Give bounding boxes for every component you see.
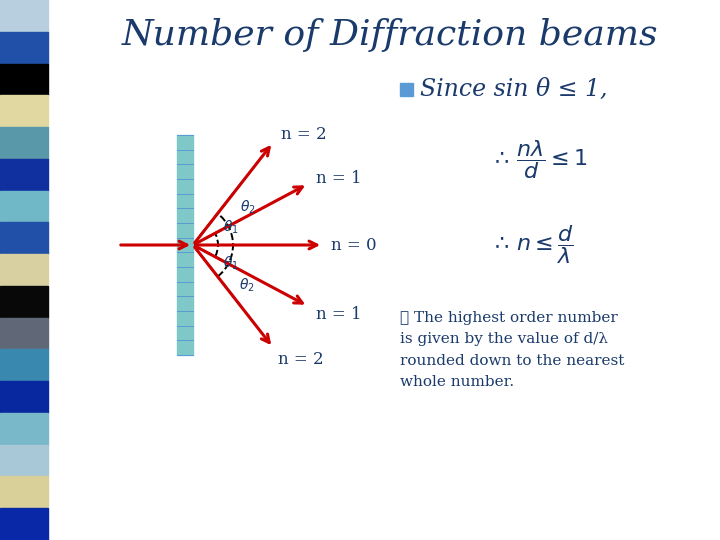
Bar [0,32,48,64]
Bar [400,83,413,96]
Text: $\theta_2$: $\theta_2$ [240,198,256,215]
Bar [0,286,48,318]
Text: $\theta_2$: $\theta_2$ [239,276,255,294]
Text: Number of Diffraction beams: Number of Diffraction beams [122,18,658,52]
Bar [0,381,48,413]
Bar [0,0,48,32]
Text: $\therefore \, n \leq \dfrac{d}{\lambda}$: $\therefore \, n \leq \dfrac{d}{\lambda}… [490,224,574,266]
Text: n = 1: n = 1 [316,171,361,187]
Text: n = 0: n = 0 [331,237,377,253]
Bar [0,159,48,191]
Text: Since sin θ ≤ 1,: Since sin θ ≤ 1, [420,78,608,100]
Text: n = 1: n = 1 [316,306,361,322]
Text: ∴ The highest order number
is given by the value of d/λ
rounded down to the near: ∴ The highest order number is given by t… [400,311,624,389]
Text: n = 2: n = 2 [281,126,327,143]
Bar [0,254,48,286]
Bar [0,64,48,95]
Text: $\therefore \, \dfrac{n\lambda}{d} \leq 1$: $\therefore \, \dfrac{n\lambda}{d} \leq … [490,139,588,181]
Bar [0,318,48,349]
Bar [0,95,48,127]
Text: $\theta_1$: $\theta_1$ [223,218,239,235]
Bar [177,135,193,355]
Bar [0,349,48,381]
Bar [0,476,48,508]
Bar [0,508,48,540]
Bar [0,222,48,254]
Text: $\theta_1$: $\theta_1$ [223,254,239,272]
Bar [0,413,48,445]
Bar [0,445,48,476]
Bar [0,127,48,159]
Bar [0,191,48,222]
Text: n = 2: n = 2 [278,351,324,368]
